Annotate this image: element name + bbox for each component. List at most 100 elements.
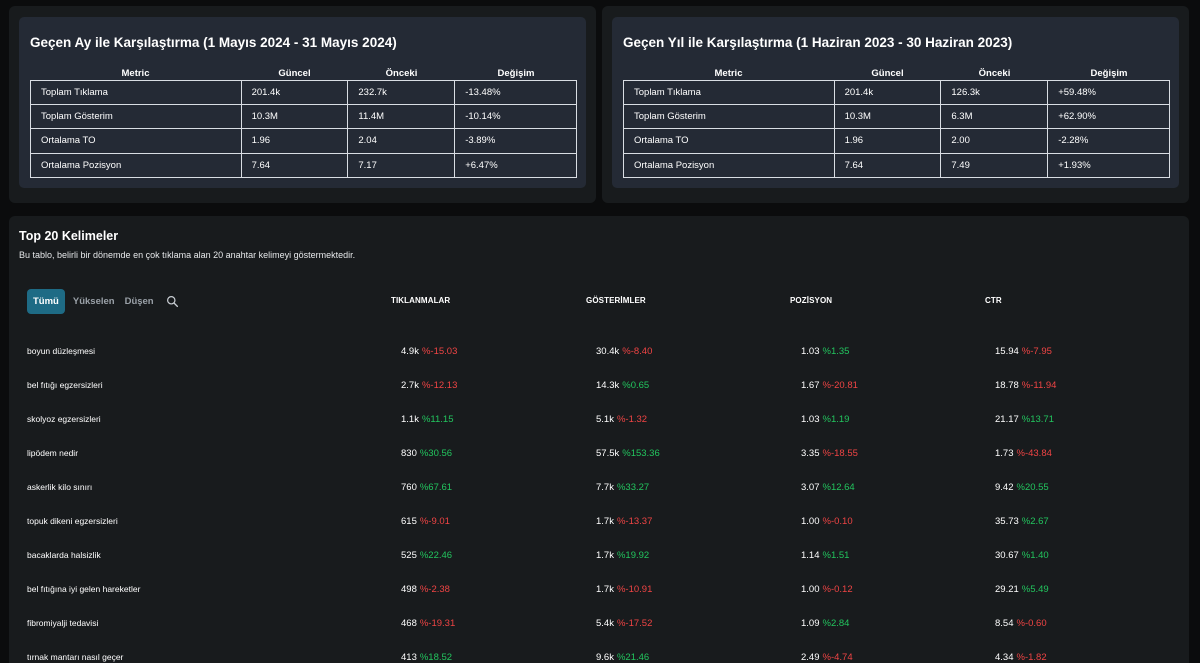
impressions-change: %-1.32 <box>616 414 648 425</box>
keyword-row[interactable]: bel fıtığı egzersizleri 2.7k %-12.13 14.3k%… <box>9 380 1189 414</box>
metric-name-cell: Toplam Gösterim <box>30 104 242 130</box>
keyword-row[interactable]: bel fıtığına iyi gelen hareketler 498 %-2.… <box>9 584 1189 618</box>
impressions-change: %33.27 <box>616 482 650 493</box>
position-cell: 1.03 %1.35 <box>801 346 849 357</box>
keyword-row[interactable]: fibromiyalji tedavisi 468 %-19.31 5.4k %-17.… <box>9 618 1189 652</box>
keyword-row[interactable]: skolyoz egzersizleri 1.1k %11.15 5.1k %-1.32… <box>9 414 1189 448</box>
keyword-text: bel fıtığı egzersizleri <box>27 380 103 390</box>
header-current: Güncel <box>871 68 904 79</box>
column-header-position[interactable]: POZİSYON <box>790 296 833 305</box>
column-header-ctr[interactable]: CTR <box>985 296 1002 305</box>
impressions-value: 1.7k <box>596 584 614 595</box>
monthly-table-header: Metric Güncel Önceki Değişim <box>30 68 577 88</box>
previous-value-cell: 7.17 <box>347 152 456 178</box>
yearly-comparison-table: Toplam Tıklama 201.4k 126.3k +59.48% Toplam … <box>623 79 1170 178</box>
column-header-clicks[interactable]: TIKLANMALAR <box>391 296 451 305</box>
keyword-row[interactable]: askerlik kilo sınırı 760 %67.61 7.7k %33.27 3… <box>9 482 1189 516</box>
ctr-change: %5.49 <box>1021 584 1049 595</box>
impressions-change: %-10.91 <box>616 584 653 595</box>
keyword-row[interactable]: tırnak mantarı nasıl geçer 413 %18.52 9.6k%… <box>9 652 1189 663</box>
clicks-change: %-19.31 <box>419 618 456 629</box>
clicks-cell: 760 %67.61 <box>401 482 452 493</box>
ctr-cell: 29.21 %5.49 <box>995 584 1049 595</box>
position-change: %1.35 <box>822 346 850 357</box>
position-change: %12.64 <box>822 482 855 493</box>
monthly-comparison-panel: Geçen Ay ile Karşılaştırma (1 Mayıs 2024… <box>9 6 596 203</box>
tab-all[interactable]: Tümü <box>27 289 65 314</box>
impressions-cell: 5.1k %-1.32 <box>596 414 647 425</box>
keyword-row[interactable]: boyun düzleşmesi 4.9k %-15.03 30.4k %-8.40 1.… <box>9 346 1189 380</box>
change-value-cell: +62.90% <box>1047 104 1170 130</box>
header-previous: Önceki <box>978 68 1011 79</box>
impressions-change: %153.36 <box>622 448 660 459</box>
clicks-change: %22.46 <box>419 550 453 561</box>
ctr-value: 29.21 <box>995 584 1019 595</box>
column-header-impressions[interactable]: GÖSTERİMLER <box>586 296 646 305</box>
comparison-row: Toplam Gösterim 10.3M 11.4M -10.14% <box>30 104 577 130</box>
change-value-cell: -2.28% <box>1047 128 1170 154</box>
header-change: Değişim <box>1090 68 1128 79</box>
impressions-change: %-17.52 <box>616 618 653 629</box>
position-cell: 3.07 %12.64 <box>801 482 855 493</box>
ctr-change: %2.67 <box>1021 516 1049 527</box>
monthly-comparison-card: Geçen Ay ile Karşılaştırma (1 Mayıs 2024… <box>19 17 586 188</box>
clicks-cell: 525 %22.46 <box>401 550 452 561</box>
position-value: 1.09 <box>801 618 820 629</box>
position-cell: 1.00 %-0.10 <box>801 516 853 527</box>
ctr-cell: 4.34 %-1.82 <box>995 652 1047 663</box>
clicks-cell: 498 %-2.38 <box>401 584 450 595</box>
previous-value-cell: 2.04 <box>347 128 456 154</box>
tab-falling[interactable]: Düşen <box>124 296 154 307</box>
keyword-text: topuk dikeni egzersizleri <box>27 516 118 526</box>
position-change: %-20.81 <box>822 380 858 391</box>
clicks-value: 1.1k <box>401 414 419 425</box>
ctr-cell: 15.94 %-7.95 <box>995 346 1052 357</box>
clicks-cell: 413 %18.52 <box>401 652 452 663</box>
yearly-table-header: Metric Güncel Önceki Değişim <box>623 68 1170 88</box>
clicks-cell: 4.9k %-15.03 <box>401 346 457 357</box>
ctr-change: %13.71 <box>1021 414 1055 425</box>
metric-name-cell: Ortalama TO <box>30 128 242 154</box>
keyword-row[interactable]: lipödem nedir 830 %30.56 57.5k %153.36 3.35 %-… <box>9 448 1189 482</box>
position-value: 1.67 <box>801 380 820 391</box>
impressions-cell: 7.7k %33.27 <box>596 482 649 493</box>
previous-value-cell: 126.3k <box>940 79 1049 106</box>
yearly-comparison-title: Geçen Yıl ile Karşılaştırma (1 Haziran 2… <box>623 35 1013 50</box>
monthly-comparison-title: Geçen Ay ile Karşılaştırma (1 Mayıs 2024… <box>30 35 397 50</box>
keyword-text: tırnak mantarı nasıl geçer <box>27 652 124 662</box>
header-change: Değişim <box>497 68 535 79</box>
impressions-value: 5.4k <box>596 618 614 629</box>
position-cell: 2.49 %-4.74 <box>801 652 853 663</box>
position-change: %1.51 <box>822 550 850 561</box>
keyword-row[interactable]: bacaklarda halsizlik 525 %22.46 1.7k %19.92 1… <box>9 550 1189 584</box>
keyword-text: bacaklarda halsizlik <box>27 550 101 560</box>
clicks-change: %11.15 <box>421 414 454 425</box>
position-change: %-18.55 <box>822 448 858 459</box>
comparison-row: Ortalama Pozisyon 7.64 7.49 +1.93% <box>623 152 1170 178</box>
ctr-cell: 21.17 %13.71 <box>995 414 1054 425</box>
metric-name-cell: Ortalama Pozisyon <box>30 152 242 178</box>
clicks-value: 830 <box>401 448 417 459</box>
impressions-change: %19.92 <box>616 550 650 561</box>
clicks-value: 468 <box>401 618 417 629</box>
position-value: 1.03 <box>801 414 820 425</box>
ctr-cell: 18.78 %-11.94 <box>995 380 1056 391</box>
comparison-row: Toplam Tıklama 201.4k 126.3k +59.48% <box>623 79 1170 106</box>
current-value-cell: 10.3M <box>833 104 942 130</box>
monthly-comparison-table: Toplam Tıklama 201.4k 232.7k -13.48% Toplam … <box>30 79 577 178</box>
ctr-value: 9.42 <box>995 482 1014 493</box>
clicks-value: 615 <box>401 516 417 527</box>
clicks-change: %-15.03 <box>421 346 458 357</box>
top-keywords-description: Bu tablo, belirli bir dönemde en çok tık… <box>19 250 356 260</box>
impressions-cell: 9.6k %21.46 <box>596 652 649 663</box>
keyword-text: bel fıtığına iyi gelen hareketler <box>27 584 141 594</box>
tab-rising[interactable]: Yükselen <box>72 296 115 307</box>
clicks-change: %-2.38 <box>419 584 450 595</box>
impressions-cell: 30.4k %-8.40 <box>596 346 652 357</box>
header-metric: Metric <box>714 68 743 79</box>
change-value-cell: -13.48% <box>454 79 577 106</box>
keyword-row[interactable]: topuk dikeni egzersizleri 615 %-9.01 1.7k %-… <box>9 516 1189 550</box>
keyword-text: askerlik kilo sınırı <box>27 482 93 492</box>
clicks-change: %-12.13 <box>421 380 458 391</box>
search-icon[interactable] <box>166 295 179 308</box>
